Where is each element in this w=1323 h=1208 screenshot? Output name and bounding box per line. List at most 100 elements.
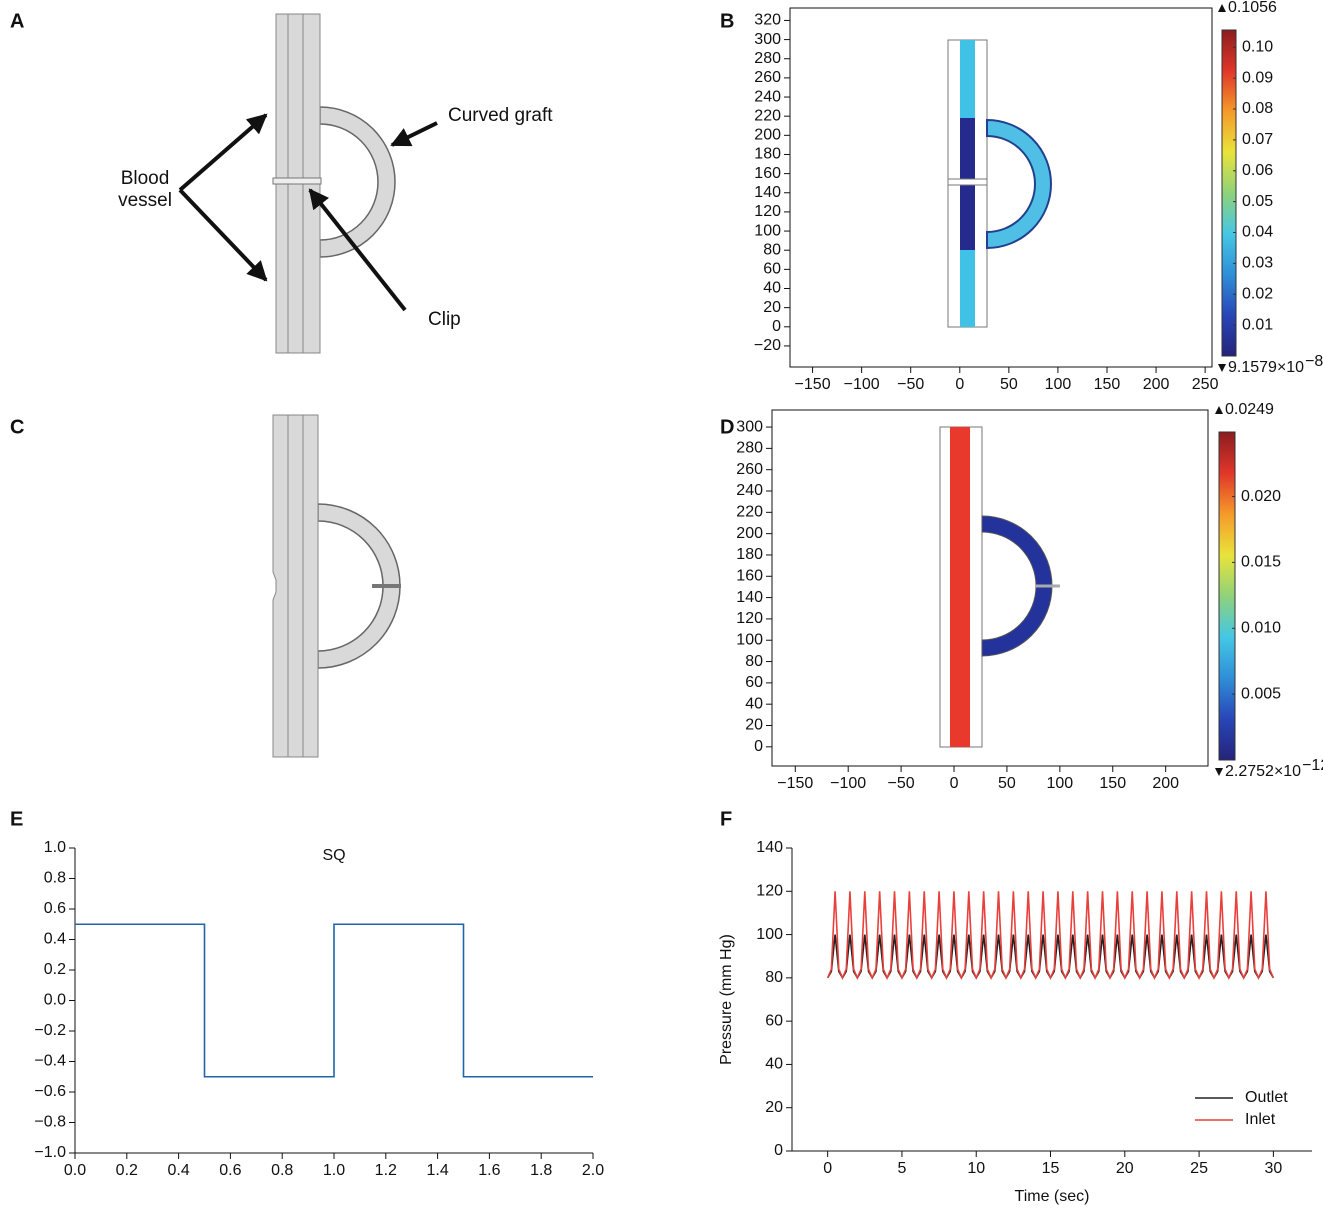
colorbar-tick-label: 0.09 bbox=[1242, 69, 1273, 86]
x-tick-label: 20 bbox=[1116, 1160, 1134, 1177]
y-tick-label: 0.2 bbox=[44, 961, 66, 978]
x-tick-label: 0.8 bbox=[271, 1162, 293, 1179]
y-tick-label: 0.8 bbox=[44, 870, 66, 887]
panel-label: E bbox=[10, 808, 23, 830]
field-geometry-d bbox=[939, 426, 1060, 748]
colorbar-tick-label: 0.010 bbox=[1241, 619, 1281, 636]
y-tick-label: 140 bbox=[754, 184, 781, 201]
max-marker bbox=[1215, 406, 1223, 414]
y-tick-label: 0 bbox=[772, 318, 781, 335]
y-tick-label: 0 bbox=[774, 1142, 783, 1159]
colorbar-tick-label: 0.06 bbox=[1242, 162, 1273, 179]
series-line bbox=[75, 923, 593, 1078]
y-tick-label: 320 bbox=[754, 12, 781, 29]
colorbar-tick-label: 0.015 bbox=[1241, 554, 1281, 571]
x-axis-label: Time (sec) bbox=[1015, 1188, 1090, 1205]
x-tick-label: 0.4 bbox=[167, 1162, 189, 1179]
y-tick-label: −0.8 bbox=[34, 1114, 66, 1131]
y-tick-label: 80 bbox=[745, 653, 763, 670]
colorbar-tick-label: 0.01 bbox=[1242, 316, 1273, 333]
legend-label: Outlet bbox=[1245, 1089, 1288, 1106]
x-tick-label: 2.0 bbox=[582, 1162, 604, 1179]
x-tick-label: 100 bbox=[1046, 775, 1073, 792]
y-tick-label: 60 bbox=[763, 261, 781, 278]
colorbar bbox=[1221, 29, 1237, 357]
colorbar-tick-label: 0.05 bbox=[1242, 193, 1273, 210]
colorbar-tick-label: 0.005 bbox=[1241, 685, 1281, 702]
colorbar-max-label: 0.1056 bbox=[1228, 0, 1277, 16]
panel-label: A bbox=[10, 10, 24, 32]
y-tick-label: 160 bbox=[754, 165, 781, 182]
x-tick-label: 150 bbox=[1094, 376, 1121, 393]
series-line bbox=[826, 891, 1275, 980]
x-tick-label: −100 bbox=[844, 376, 880, 393]
colorbar-min-exponent: −8 bbox=[1305, 353, 1323, 370]
x-tick-label: 1.6 bbox=[478, 1162, 500, 1179]
vessel-label-box: Blood vessel bbox=[118, 168, 172, 211]
x-tick-label: 0 bbox=[823, 1160, 832, 1177]
x-tick-label: 200 bbox=[1143, 376, 1170, 393]
x-tick-label: −150 bbox=[795, 376, 831, 393]
panel-label: D bbox=[720, 416, 734, 438]
y-tick-label: 100 bbox=[754, 222, 781, 239]
y-tick-label: 140 bbox=[756, 839, 783, 856]
y-tick-label: 40 bbox=[763, 280, 781, 297]
y-axis-label: Pressure (mm Hg) bbox=[718, 934, 735, 1065]
y-tick-label: −0.6 bbox=[34, 1083, 66, 1100]
x-tick-label: 30 bbox=[1264, 1160, 1282, 1177]
x-tick-label: 100 bbox=[1045, 376, 1072, 393]
field-geometry-b bbox=[947, 39, 1052, 328]
colorbar-max-label: 0.0249 bbox=[1225, 401, 1274, 418]
x-tick-label: 0 bbox=[955, 376, 964, 393]
chart-title: SQ bbox=[322, 847, 345, 864]
y-tick-label: −0.4 bbox=[34, 1053, 66, 1070]
y-tick-label: 220 bbox=[736, 504, 763, 521]
y-tick-label: 260 bbox=[754, 69, 781, 86]
y-tick-label: 140 bbox=[736, 589, 763, 606]
y-tick-label: 120 bbox=[754, 203, 781, 220]
vessel-label: Blood vessel bbox=[118, 168, 172, 211]
y-tick-label: −1.0 bbox=[34, 1144, 66, 1161]
x-tick-label: 0.6 bbox=[219, 1162, 241, 1179]
x-tick-label: 1.8 bbox=[530, 1162, 552, 1179]
y-tick-label: 280 bbox=[754, 50, 781, 67]
y-tick-label: 220 bbox=[754, 107, 781, 124]
y-tick-label: 180 bbox=[736, 546, 763, 563]
x-tick-label: 1.0 bbox=[323, 1162, 345, 1179]
x-tick-label: 10 bbox=[967, 1160, 985, 1177]
y-tick-label: 300 bbox=[754, 31, 781, 48]
y-tick-label: 1.0 bbox=[44, 839, 66, 856]
x-tick-label: −100 bbox=[830, 775, 866, 792]
panel-label: B bbox=[720, 10, 734, 32]
x-tick-label: 1.2 bbox=[375, 1162, 397, 1179]
legend-label: Inlet bbox=[1245, 1111, 1276, 1128]
y-tick-label: 0.4 bbox=[44, 931, 66, 948]
y-tick-label: 0.0 bbox=[44, 992, 66, 1009]
y-tick-label: 20 bbox=[763, 299, 781, 316]
y-tick-label: 200 bbox=[736, 525, 763, 542]
diagram-c bbox=[272, 414, 401, 758]
max-marker bbox=[1218, 4, 1226, 12]
y-tick-label: 180 bbox=[754, 146, 781, 163]
y-tick-label: 60 bbox=[745, 674, 763, 691]
y-tick-label: 0 bbox=[754, 738, 763, 755]
y-tick-label: 20 bbox=[745, 717, 763, 734]
colorbar-tick-label: 0.03 bbox=[1242, 255, 1273, 272]
x-tick-label: 0.2 bbox=[116, 1162, 138, 1179]
y-tick-label: 0.6 bbox=[44, 900, 66, 917]
min-marker bbox=[1218, 364, 1226, 372]
y-tick-label: 100 bbox=[736, 631, 763, 648]
y-tick-label: 20 bbox=[765, 1099, 783, 1116]
y-tick-label: 160 bbox=[736, 567, 763, 584]
y-tick-label: 120 bbox=[756, 883, 783, 900]
x-tick-label: 50 bbox=[1000, 376, 1018, 393]
x-tick-label: 200 bbox=[1152, 775, 1179, 792]
y-tick-label: 240 bbox=[736, 482, 763, 499]
graft-label: Curved graft bbox=[448, 105, 553, 126]
panel-label: F bbox=[720, 808, 732, 830]
colorbar-min-label: 2.2752×10 bbox=[1225, 763, 1301, 780]
colorbar-tick-label: 0.08 bbox=[1242, 100, 1273, 117]
y-tick-label: 120 bbox=[736, 610, 763, 627]
